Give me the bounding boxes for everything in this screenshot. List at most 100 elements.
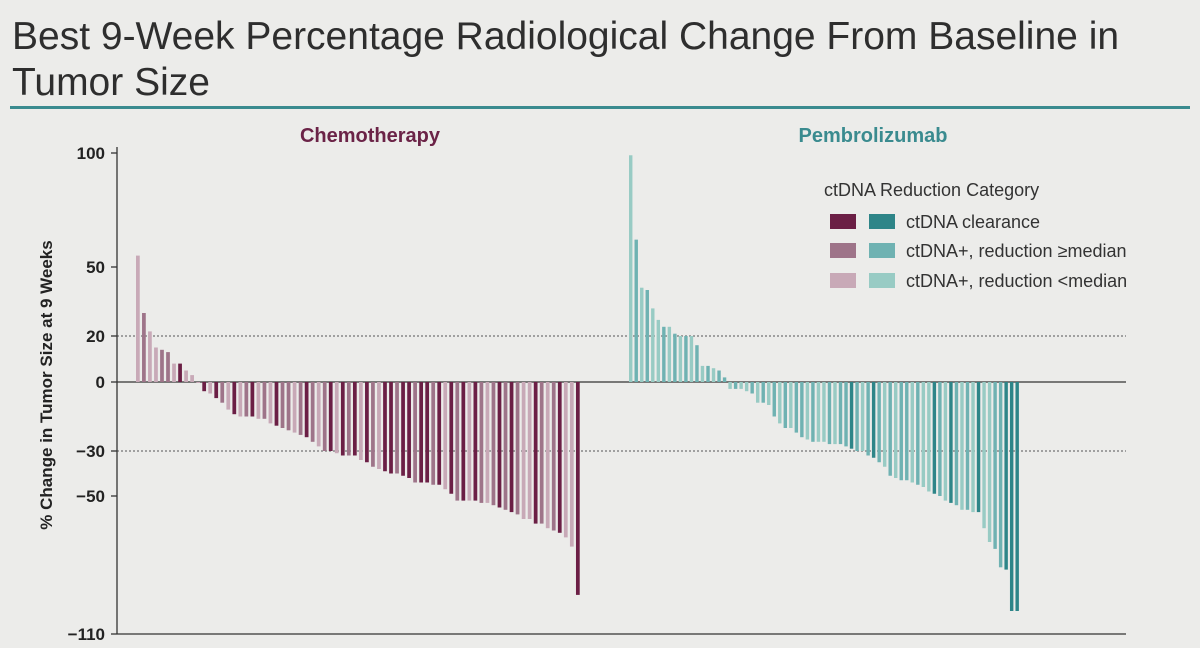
bar-chemo [389,382,393,474]
bar-chemo [449,382,454,494]
bar-pembro [750,382,754,394]
bar-chemo [539,382,544,524]
legend: ctDNA Reduction Category ctDNA clearance… [824,180,1127,291]
bar-pembro [976,382,981,513]
bar-chemo [437,382,442,485]
bar-chemo [359,382,363,460]
bar-pembro [899,382,903,481]
bar-pembro [982,382,986,529]
legend-label-ge-median: ctDNA+, reduction ≥median [906,241,1126,261]
bar-chemo [202,382,207,392]
bar-pembro [778,382,782,424]
bar-pembro [965,382,970,510]
bar-pembro [728,382,732,389]
bar-chemo [431,382,436,485]
bar-pembro [960,382,964,510]
bar-chemo [491,382,496,506]
y-tick-label: 100 [77,144,105,163]
panel-title-pembrolizumab: Pembrolizumab [799,125,948,147]
bar-pembro [794,382,799,433]
bar-chemo [154,347,158,382]
legend-swatch-pembro-lt_median [869,273,895,288]
bar-pembro [894,382,898,478]
bar-pembro [805,382,810,440]
legend-swatch-chemo-ge_median [830,243,856,258]
bar-pembro [789,382,793,428]
bar-chemo [461,382,466,501]
bar-pembro [905,382,909,481]
bar-chemo [328,382,333,451]
bar-pembro [722,377,727,382]
bar-chemo [497,382,502,508]
bar-pembro [629,155,633,382]
bar-chemo [292,382,297,433]
bar-pembro [706,365,710,382]
panel-title-chemotherapy: Chemotherapy [300,125,441,147]
bar-pembro [871,382,876,458]
bar-pembro [1004,382,1008,570]
bar-chemo [377,382,381,469]
bar-pembro [949,382,953,503]
bar-chemo [142,313,146,382]
bar-chemo [545,382,550,529]
bar-pembro [667,326,672,382]
bar-chemo [232,382,237,415]
bar-pembro [662,326,666,382]
bar-pembro [932,382,937,494]
bar-chemo [220,382,225,403]
bar-chemo [178,363,182,382]
bar-pembro [927,382,931,492]
bar-pembro [987,382,992,542]
bar-chemo [455,382,460,501]
bar-pembro [855,382,859,451]
bar-chemo [244,382,249,417]
bar-chemo [503,382,508,510]
y-tick-label: 50 [86,258,105,277]
bar-pembro [811,382,815,442]
bar-chemo [316,382,321,447]
bar-pembro [943,382,948,501]
bar-pembro [921,382,926,487]
bar-pembro [684,336,688,382]
bar-pembro [816,382,821,442]
bar-pembro [822,382,826,442]
bar-chemo [509,382,514,513]
bar-pembro [700,365,705,382]
bar-pembro [916,382,920,485]
bar-pembro [849,382,854,449]
bar-chemo [334,382,339,454]
bar-pembro [695,345,699,382]
bar-chemo [274,382,279,426]
bar-pembro [783,382,788,428]
y-tick-label: −110 [68,625,105,644]
bar-chemo [557,382,562,533]
bar-chemo [407,382,411,478]
bar-pembro [711,368,716,382]
bar-chemo [515,382,520,515]
bar-chemo [166,352,170,382]
bar-chemo [479,382,484,503]
bar-chemo [352,382,357,456]
bar-pembro [761,382,765,403]
bar-pembro [833,382,837,445]
bar-chemo [443,382,448,490]
bar-pembro [640,287,644,382]
bar-chemo [268,382,273,424]
bar-chemo [280,382,285,428]
bar-chemo [298,382,303,435]
bar-chemo [226,382,231,410]
bar-pembro [673,333,677,382]
bar-pembro [645,290,649,382]
bar-chemo [310,382,315,442]
legend-title: ctDNA Reduction Category [824,180,1039,200]
bar-chemo [473,382,478,501]
bar-pembro [954,382,959,506]
bar-chemo [371,382,375,467]
bar-chemo [419,382,424,483]
bar-chemo [190,375,194,382]
bar-chemo [340,382,345,456]
bar-pembro [733,382,738,389]
bar-pembro [1009,382,1014,611]
bar-chemo [563,382,568,538]
